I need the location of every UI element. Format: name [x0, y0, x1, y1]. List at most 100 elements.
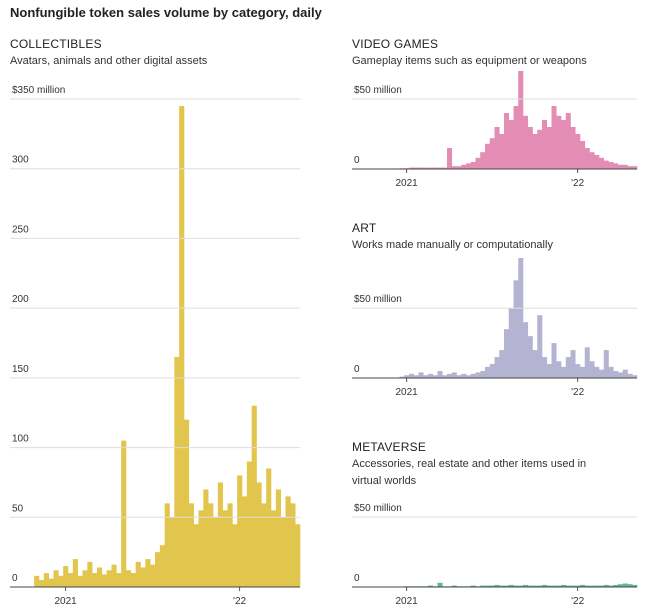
bar	[451, 166, 457, 169]
bar	[82, 570, 88, 587]
bar	[504, 585, 510, 587]
x-tick-label: '22	[571, 178, 584, 189]
bar	[232, 524, 238, 587]
bar	[428, 373, 434, 378]
bar	[442, 167, 448, 169]
bar	[451, 585, 457, 587]
bar	[504, 329, 510, 378]
bar	[489, 585, 495, 587]
panel-subtitle: Gameplay items such as equipment or weap…	[352, 55, 587, 67]
bar	[489, 138, 495, 169]
bar	[423, 375, 429, 378]
bar	[603, 584, 609, 587]
panel-title: METAVERSE	[352, 440, 427, 454]
bar	[537, 315, 543, 378]
bar	[613, 163, 619, 169]
bar	[256, 482, 262, 587]
bar	[227, 503, 233, 587]
bar	[594, 155, 600, 169]
bar	[608, 366, 614, 378]
bar	[418, 167, 424, 169]
bar	[618, 372, 624, 378]
bar	[193, 524, 199, 587]
bar	[432, 375, 438, 378]
bar	[164, 503, 170, 587]
bar	[475, 157, 481, 169]
bar	[546, 585, 552, 587]
bar	[413, 375, 419, 378]
y-tick-label: 300	[12, 155, 29, 166]
bar	[499, 134, 505, 169]
bar	[409, 373, 415, 378]
bar	[280, 517, 286, 587]
bar	[565, 113, 571, 169]
bar	[63, 566, 69, 587]
y-tick-label: 50	[12, 503, 24, 514]
bar	[34, 575, 40, 587]
bar	[68, 573, 74, 587]
bar	[418, 372, 424, 378]
bar	[627, 166, 633, 169]
y-tick-label: $50 million	[354, 294, 402, 305]
bar	[527, 585, 533, 587]
bar	[622, 369, 628, 378]
bar	[542, 357, 548, 378]
bar	[570, 127, 576, 169]
bar	[523, 115, 529, 169]
bar	[513, 280, 519, 378]
bar	[295, 524, 301, 587]
bar	[494, 584, 500, 587]
bar	[608, 162, 614, 169]
bar	[432, 167, 438, 169]
bar	[599, 157, 605, 169]
bar	[561, 120, 567, 169]
bar	[130, 573, 136, 587]
bar	[428, 167, 434, 169]
bar	[575, 585, 581, 587]
bar	[485, 585, 491, 587]
bar	[589, 152, 595, 169]
panel-title: COLLECTIBLES	[10, 37, 102, 51]
bar	[246, 461, 252, 587]
bar	[97, 567, 103, 587]
bar	[580, 141, 586, 169]
bar	[242, 496, 248, 587]
bar	[447, 373, 453, 378]
bar	[470, 585, 476, 587]
bar	[437, 371, 443, 378]
bar	[77, 575, 83, 587]
bar	[261, 503, 267, 587]
bar	[594, 366, 600, 378]
bar	[188, 503, 194, 587]
bar	[618, 164, 624, 169]
bar	[184, 419, 190, 587]
bar	[499, 350, 505, 378]
x-tick-label: '22	[233, 596, 246, 607]
bar	[551, 585, 557, 587]
bar	[470, 373, 476, 378]
bar	[461, 164, 467, 169]
y-tick-label: 150	[12, 364, 29, 375]
bar	[599, 585, 605, 587]
bar	[409, 167, 415, 169]
bar	[546, 127, 552, 169]
bar	[466, 375, 472, 378]
bar	[551, 106, 557, 169]
bar	[150, 564, 156, 587]
bar	[39, 580, 45, 587]
bar	[437, 167, 443, 169]
bar	[561, 366, 567, 378]
bar	[198, 510, 204, 587]
panel-subtitle: Avatars, animals and other digital asset…	[10, 55, 208, 67]
bar	[399, 376, 405, 378]
bar	[485, 143, 491, 169]
bar	[480, 152, 486, 169]
panel-title: ART	[352, 221, 377, 235]
bar	[532, 134, 538, 169]
bar	[499, 585, 505, 587]
bar	[570, 585, 576, 587]
bar	[546, 364, 552, 378]
bar	[570, 350, 576, 378]
